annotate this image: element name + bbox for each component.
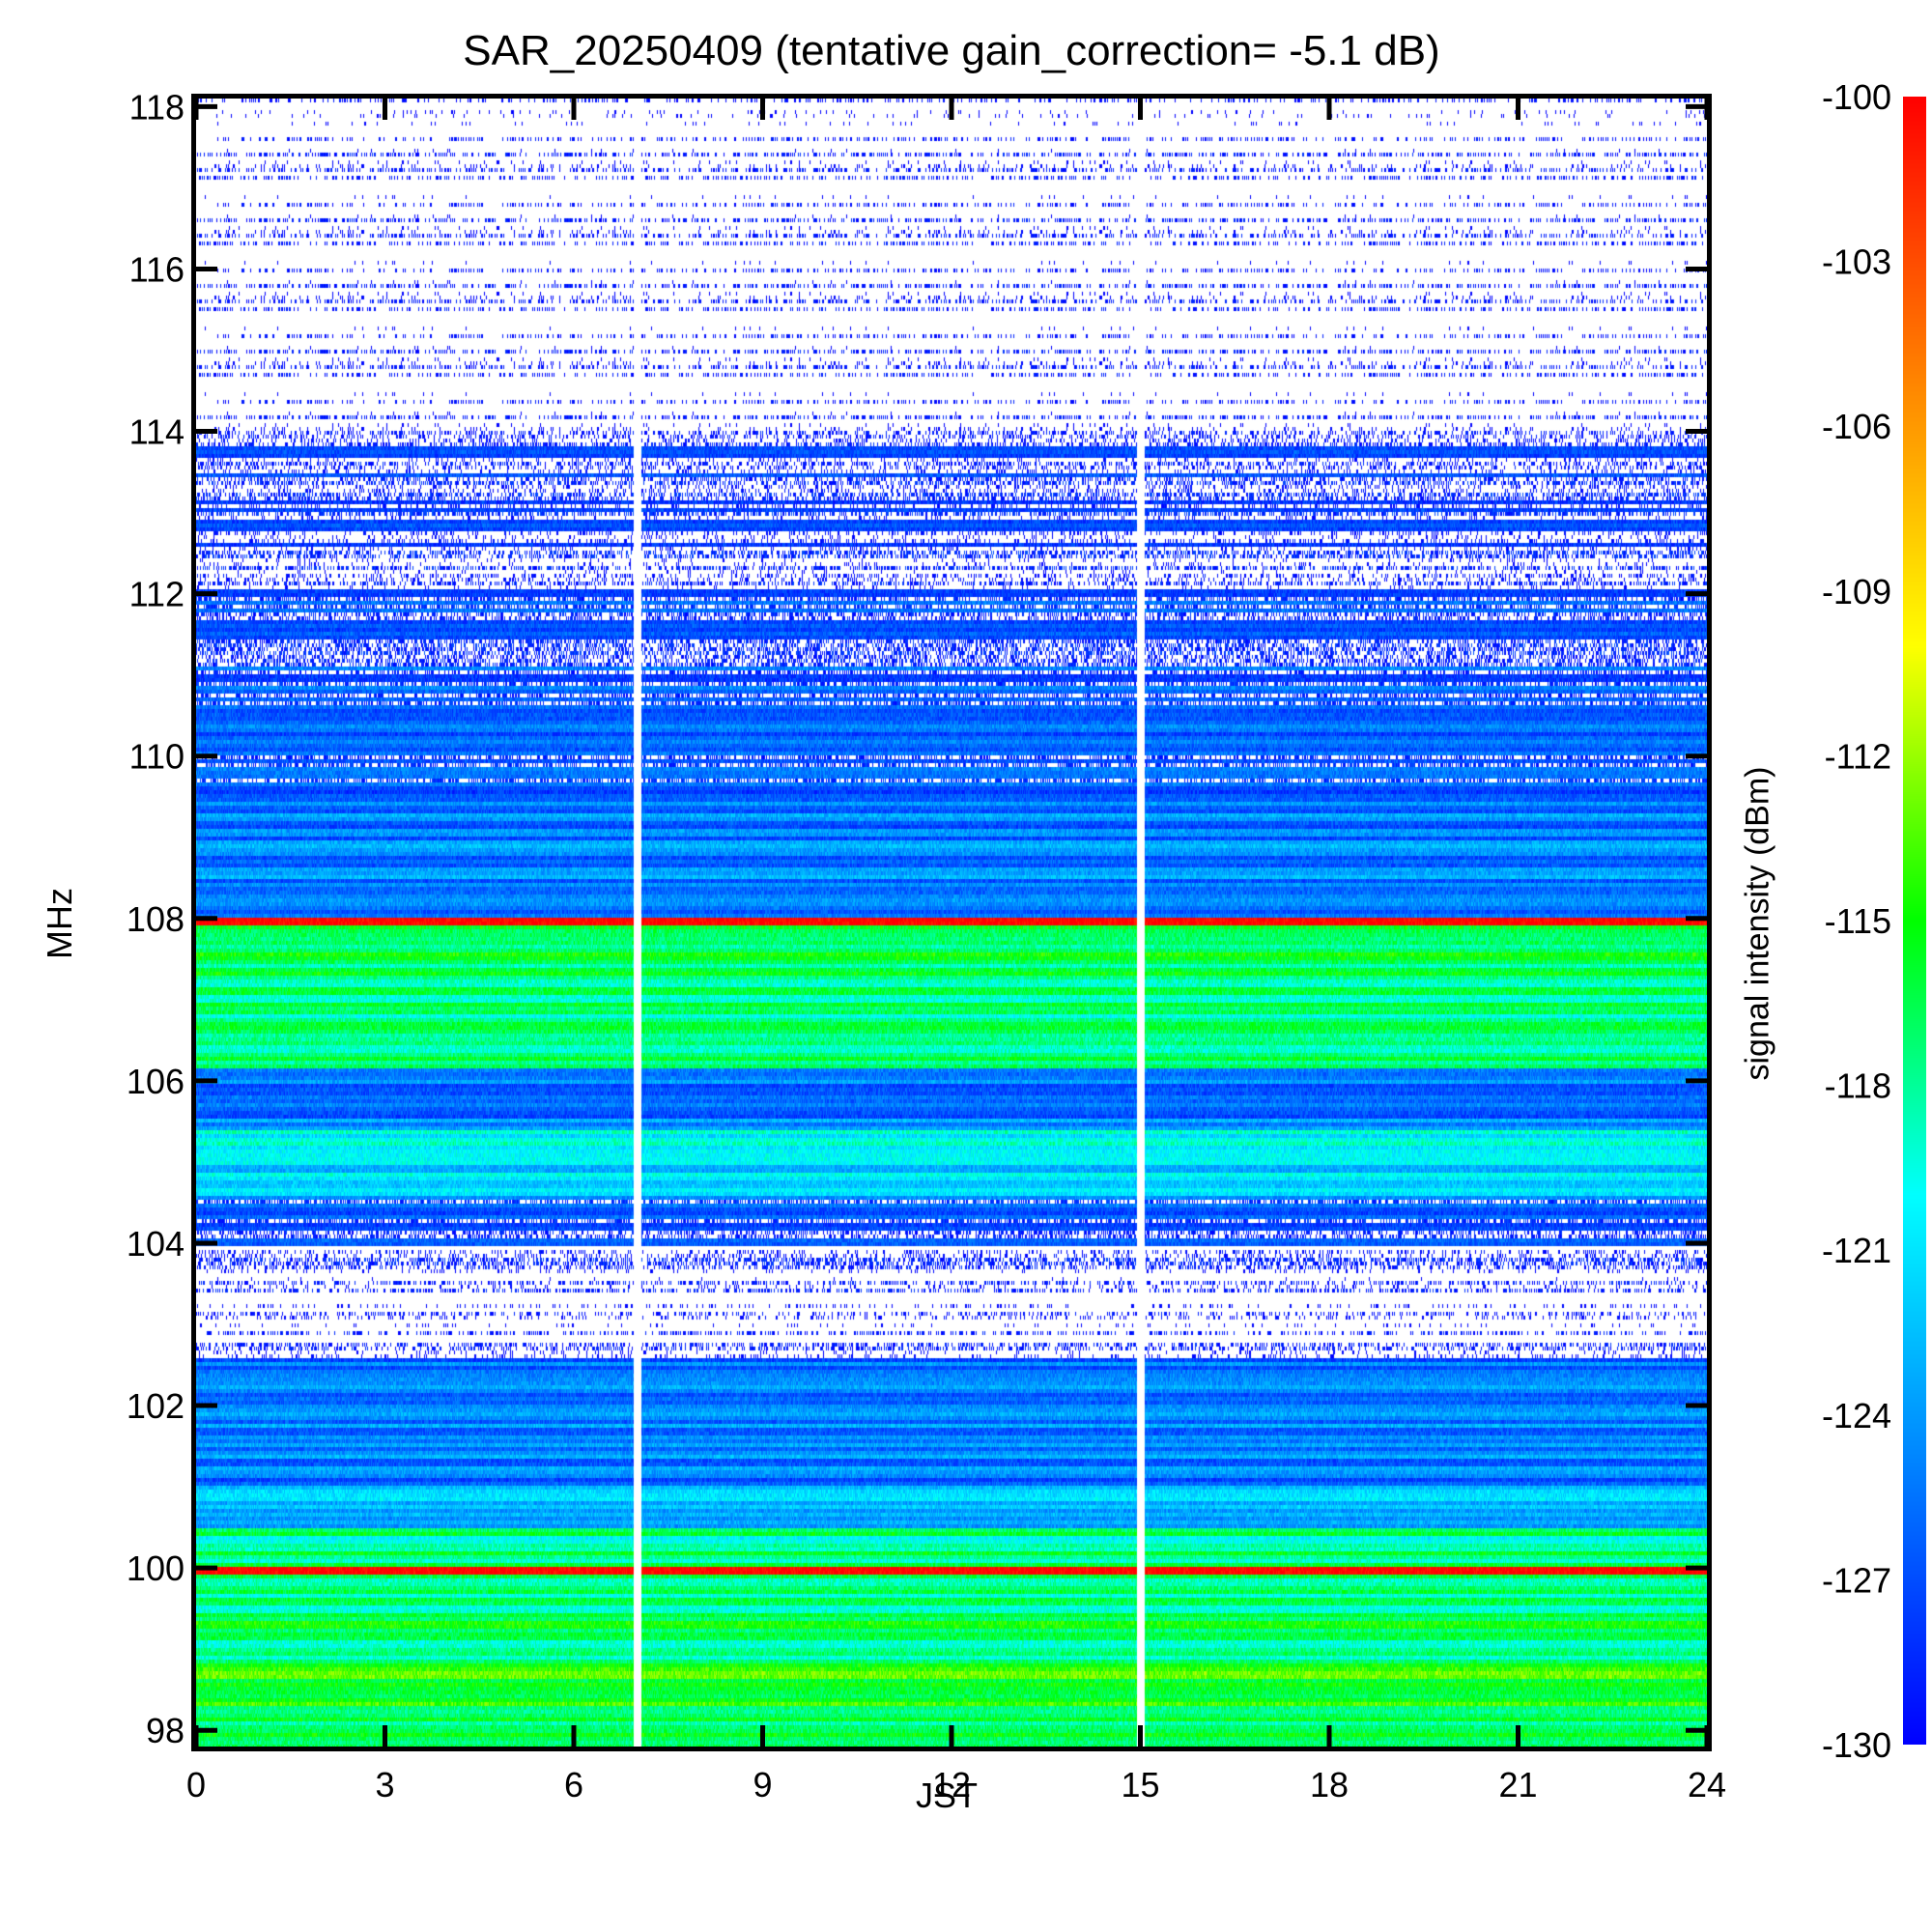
x-tick-label: 3 bbox=[375, 1765, 394, 1804]
y-tick-label: 102 bbox=[127, 1386, 185, 1426]
x-tick-label: 12 bbox=[932, 1765, 971, 1804]
colorbar-tick-label: -106 bbox=[1822, 407, 1891, 446]
colorbar bbox=[1903, 97, 1926, 1745]
x-tick-label: 24 bbox=[1688, 1765, 1726, 1804]
colorbar-tick-label: -127 bbox=[1822, 1560, 1891, 1600]
x-tick-label: 0 bbox=[186, 1765, 206, 1804]
y-tick-label: 114 bbox=[129, 412, 185, 452]
y-tick-label: 110 bbox=[129, 737, 185, 777]
heatmap-canvas bbox=[196, 99, 1707, 1747]
chart-title: SAR_20250409 (tentative gain_correction=… bbox=[463, 27, 1440, 74]
colorbar-tick-label: -118 bbox=[1825, 1066, 1891, 1106]
y-axis-label: MHz bbox=[40, 888, 79, 959]
x-tick-label: 21 bbox=[1498, 1765, 1537, 1804]
colorbar-label: signal intensity (dBm) bbox=[1739, 766, 1776, 1081]
y-tick-label: 98 bbox=[146, 1711, 185, 1750]
y-tick-label: 106 bbox=[127, 1062, 185, 1101]
x-tick-label: 18 bbox=[1310, 1765, 1349, 1804]
y-tick-label: 112 bbox=[129, 575, 185, 614]
y-tick-label: 108 bbox=[127, 899, 185, 939]
colorbar-tick-label: -130 bbox=[1822, 1725, 1891, 1765]
x-tick-label: 6 bbox=[564, 1765, 583, 1804]
x-tick-label: 9 bbox=[753, 1765, 772, 1804]
colorbar-tick-label: -115 bbox=[1825, 901, 1891, 941]
colorbar-tick-label: -112 bbox=[1825, 736, 1891, 776]
x-axis-label: JST bbox=[915, 1776, 978, 1815]
heatmap-plot bbox=[196, 99, 1707, 1747]
colorbar-tick-label: -103 bbox=[1822, 242, 1891, 282]
colorbar-tick-label: -121 bbox=[1822, 1231, 1891, 1270]
x-tick-label: 15 bbox=[1121, 1765, 1159, 1804]
colorbar-tick-label: -124 bbox=[1822, 1396, 1891, 1435]
y-tick-label: 118 bbox=[129, 87, 185, 127]
y-tick-label: 116 bbox=[129, 249, 185, 289]
colorbar-tick-label: -109 bbox=[1822, 572, 1891, 611]
y-tick-label: 100 bbox=[127, 1548, 185, 1588]
colorbar-tick-label: -100 bbox=[1822, 77, 1891, 117]
y-tick-label: 104 bbox=[127, 1224, 185, 1264]
